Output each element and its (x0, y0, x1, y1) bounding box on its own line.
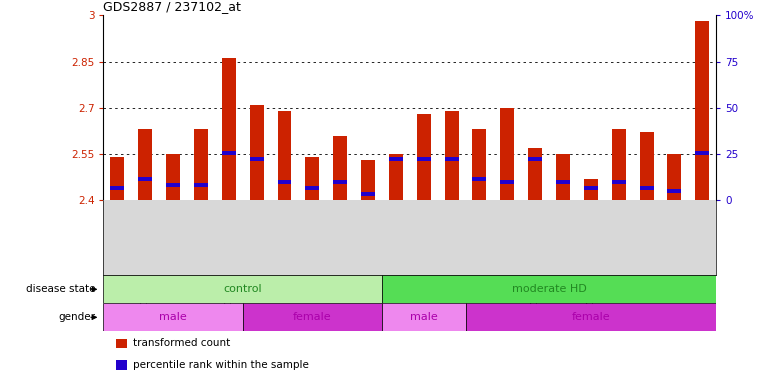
Bar (696, 22, 709, 200)
Bar (640, 186, 653, 190)
Bar (361, 192, 375, 196)
Text: disease state: disease state (26, 284, 96, 294)
Bar (306, 157, 319, 200)
Bar (194, 183, 208, 187)
Bar (194, 129, 208, 200)
Bar (584, 186, 597, 190)
Bar (696, 151, 709, 154)
Text: control: control (224, 284, 262, 294)
Bar (466, 303, 716, 331)
Text: transformed count: transformed count (133, 338, 230, 348)
Text: female: female (293, 312, 332, 322)
Bar (389, 157, 403, 161)
Bar (243, 303, 382, 331)
Bar (444, 157, 459, 161)
Bar (529, 157, 542, 161)
Bar (110, 186, 124, 190)
Bar (556, 154, 570, 200)
Bar (417, 114, 430, 200)
Bar (667, 154, 682, 200)
Bar (166, 154, 180, 200)
Bar (250, 105, 264, 200)
Bar (166, 183, 180, 187)
Bar (473, 129, 486, 200)
Bar (277, 180, 291, 184)
Text: male: male (410, 312, 437, 322)
Bar (103, 303, 243, 331)
Bar (138, 129, 152, 200)
Bar (556, 180, 570, 184)
Bar (382, 303, 466, 331)
Bar (389, 154, 403, 200)
Bar (529, 148, 542, 200)
Bar (612, 180, 626, 184)
Bar (138, 177, 152, 181)
Bar (222, 58, 236, 200)
Bar (103, 275, 382, 303)
Bar (444, 111, 459, 200)
Bar (667, 189, 682, 193)
Bar (584, 179, 597, 200)
Text: percentile rank within the sample: percentile rank within the sample (133, 360, 309, 370)
Bar (500, 108, 514, 200)
Text: GDS2887 / 237102_at: GDS2887 / 237102_at (103, 0, 241, 13)
Bar (473, 177, 486, 181)
Bar (306, 186, 319, 190)
Text: male: male (159, 312, 187, 322)
Bar (500, 180, 514, 184)
Bar (277, 111, 291, 200)
Bar (612, 129, 626, 200)
Text: female: female (571, 312, 611, 322)
Bar (640, 132, 653, 200)
Bar (116, 339, 126, 348)
Bar (333, 136, 347, 200)
Bar (222, 151, 236, 154)
Bar (116, 360, 126, 370)
Bar (333, 180, 347, 184)
Bar (382, 275, 716, 303)
Bar (361, 160, 375, 200)
Bar (250, 157, 264, 161)
Text: gender: gender (59, 312, 96, 322)
Bar (417, 157, 430, 161)
Bar (110, 157, 124, 200)
Text: moderate HD: moderate HD (512, 284, 587, 294)
